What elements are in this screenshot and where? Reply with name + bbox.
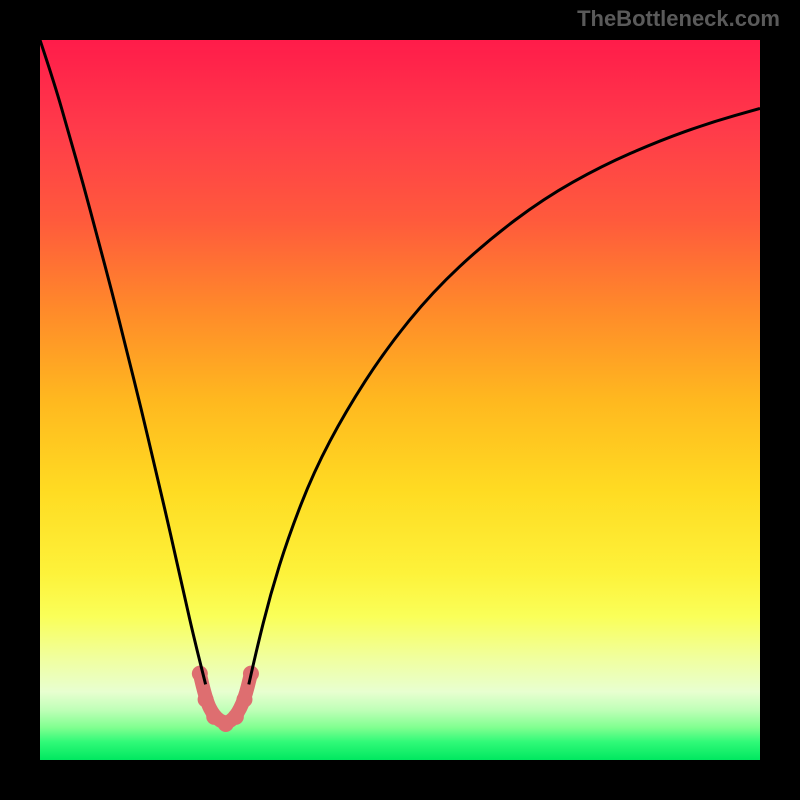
chart-plot-area [40,40,760,760]
chart-background-gradient [40,40,760,760]
highlight-dot [228,709,244,725]
highlight-dot [236,692,252,708]
chart-svg [40,40,760,760]
highlight-dot [198,692,214,708]
watermark-text: TheBottleneck.com [577,6,780,32]
